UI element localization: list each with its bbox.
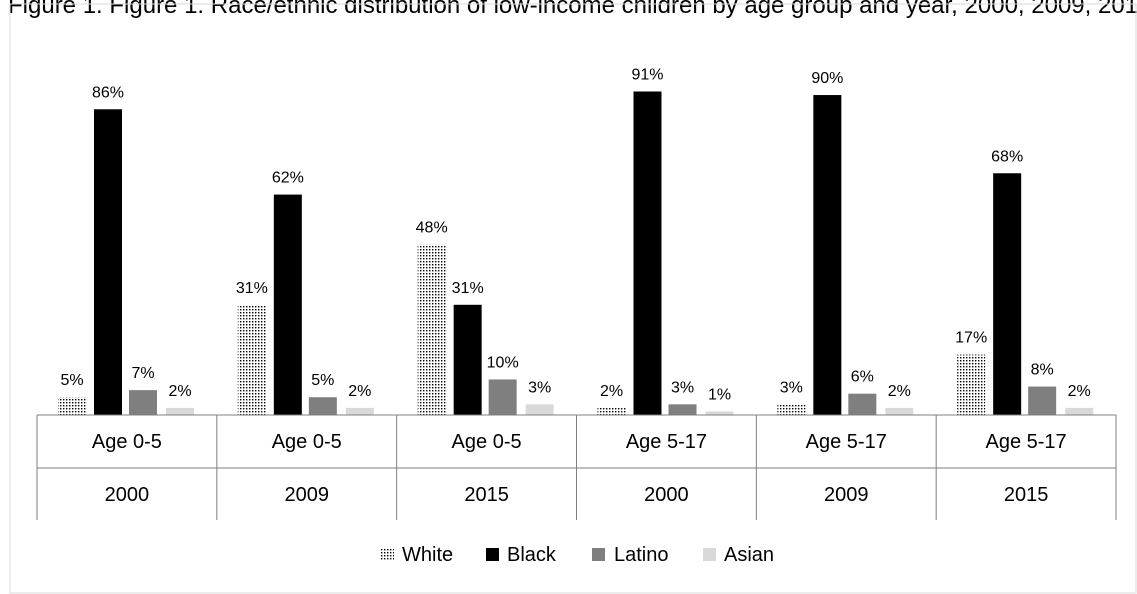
bar-asian-1 <box>345 407 374 415</box>
tick-label-year-3: 2000 <box>644 484 689 506</box>
data-label-latino-3: 3% <box>671 379 694 396</box>
bar-latino-3 <box>668 404 697 415</box>
legend-swatch-white <box>381 548 394 561</box>
data-label-latino-0: 7% <box>131 365 154 382</box>
bar-latino-5 <box>1028 386 1057 415</box>
bar-white-2 <box>417 244 446 415</box>
bar-black-2 <box>453 304 482 415</box>
data-label-asian-5: 2% <box>1068 383 1091 400</box>
bar-black-0 <box>94 109 122 416</box>
data-label-latino-4: 6% <box>851 369 874 386</box>
tick-label-age-2: Age 0-5 <box>452 431 522 453</box>
data-label-latino-2: 10% <box>487 354 519 371</box>
tick-label-age-1: Age 0-5 <box>272 431 342 453</box>
legend-label-white: White <box>402 544 453 566</box>
bar-asian-5 <box>1065 407 1094 415</box>
data-label-white-4: 3% <box>780 379 803 396</box>
legend-swatch-asian <box>703 548 716 561</box>
data-label-asian-4: 2% <box>888 383 911 400</box>
bar-latino-2 <box>488 379 517 415</box>
data-label-white-2: 48% <box>416 219 448 236</box>
data-label-black-1: 62% <box>272 170 304 187</box>
data-label-asian-1: 2% <box>348 383 371 400</box>
data-label-latino-1: 5% <box>311 372 334 389</box>
tick-label-year-5: 2015 <box>1004 484 1049 506</box>
tick-label-age-4: Age 5-17 <box>806 431 887 453</box>
legend-label-black: Black <box>507 544 557 566</box>
bar-white-3 <box>597 407 626 415</box>
bar-asian-2 <box>525 404 554 415</box>
legend-swatch-latino <box>592 548 605 561</box>
bar-black-3 <box>633 91 662 416</box>
data-label-black-2: 31% <box>452 280 484 297</box>
data-label-white-1: 31% <box>236 280 268 297</box>
bar-latino-1 <box>308 397 337 415</box>
bar-white-1 <box>237 304 266 415</box>
chart-caption: Figure 1. Figure 1. Race/ethnic distribu… <box>8 0 1137 19</box>
tick-label-year-1: 2009 <box>285 484 330 506</box>
tick-label-year-0: 2000 <box>105 484 150 506</box>
data-label-white-5: 17% <box>955 330 987 347</box>
data-labels-layer: 5% 31% 48% 2% 3% 17% 86% 62% 31% 91% 90% 68% 7% 5% 10%… <box>60 66 1090 403</box>
legend: White Black Latino Asian <box>381 544 774 566</box>
legend-swatch-black <box>486 548 499 561</box>
data-label-black-3: 91% <box>631 66 663 83</box>
data-label-black-0: 86% <box>92 84 124 101</box>
data-label-white-0: 5% <box>60 372 83 389</box>
bar-latino-4 <box>848 393 877 415</box>
data-label-asian-2: 3% <box>528 379 551 396</box>
data-label-white-3: 2% <box>600 383 623 400</box>
bar-asian-0 <box>166 407 194 415</box>
category-axis: Age 0-5 2000 Age 0-5 2009 Age 0-5 2015 Age 5-1… <box>36 414 1117 520</box>
data-label-asian-3: 1% <box>708 386 731 403</box>
legend-label-latino: Latino <box>614 544 669 566</box>
data-label-asian-0: 2% <box>168 383 191 400</box>
chart-frame <box>9 3 1137 594</box>
bar-black-4 <box>813 95 842 416</box>
tick-label-age-0: Age 0-5 <box>92 431 162 453</box>
bar-black-1 <box>273 194 302 415</box>
data-label-black-4: 90% <box>811 70 843 87</box>
bar-black-5 <box>993 173 1022 415</box>
tick-label-year-2: 2015 <box>464 484 509 506</box>
tick-label-age-5: Age 5-17 <box>985 431 1066 453</box>
bar-white-4 <box>777 404 806 415</box>
tick-label-age-3: Age 5-17 <box>626 431 707 453</box>
bar-white-0 <box>58 397 86 415</box>
bars-layer <box>58 91 1094 416</box>
tick-label-year-4: 2009 <box>824 484 869 506</box>
data-label-black-5: 68% <box>991 148 1023 165</box>
bar-asian-4 <box>885 407 914 415</box>
bar-white-5 <box>957 354 986 415</box>
bar-latino-0 <box>129 390 157 415</box>
legend-label-asian: Asian <box>724 544 774 566</box>
data-label-latino-5: 8% <box>1031 362 1054 379</box>
bar-asian-3 <box>705 411 734 415</box>
